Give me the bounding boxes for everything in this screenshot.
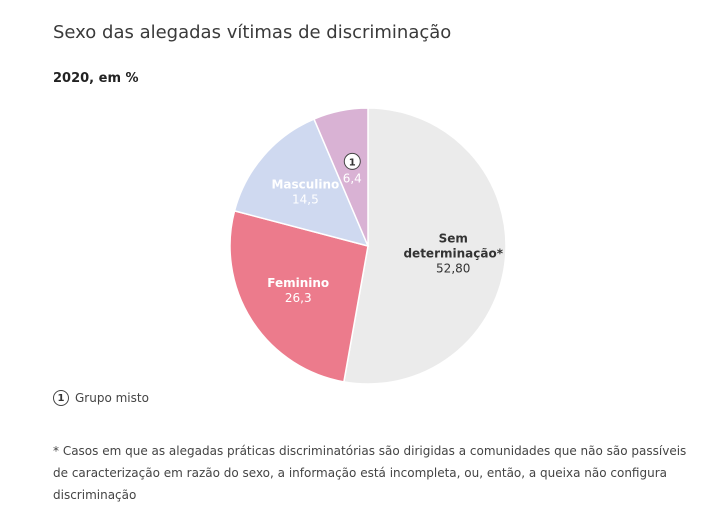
slice-badge-misto: 1 bbox=[343, 152, 361, 170]
slice-label-sem-1: determinação* bbox=[403, 247, 503, 261]
slice-value-misto: 6,4 bbox=[343, 171, 362, 185]
chart-title: Sexo das alegadas vítimas de discriminaç… bbox=[53, 22, 452, 43]
legend-badge-icon: 1 bbox=[53, 390, 69, 406]
legend-label-grupo-misto: Grupo misto bbox=[75, 391, 149, 405]
slice-value-feminino: 26,3 bbox=[285, 291, 312, 305]
pie-slice-misto bbox=[313, 107, 369, 247]
footnote: * Casos em que as alegadas práticas disc… bbox=[53, 444, 687, 502]
pie-slice-masculino bbox=[233, 118, 370, 248]
legend: 1 Grupo misto bbox=[53, 390, 149, 406]
badge-text: 1 bbox=[349, 157, 356, 168]
slice-label-feminino-0: Feminino bbox=[267, 276, 329, 290]
chart-subtitle: 2020, em % bbox=[53, 71, 139, 86]
pie-slice-sem bbox=[342, 107, 507, 385]
slice-label-masculino-0: Masculino bbox=[271, 177, 339, 191]
badge-circle-icon bbox=[343, 152, 361, 170]
slice-value-masculino: 14,5 bbox=[292, 192, 319, 206]
pie-slice-feminino bbox=[229, 209, 369, 383]
slice-label-sem-0: Sem bbox=[439, 232, 468, 246]
slice-value-sem: 52,80 bbox=[436, 262, 470, 276]
